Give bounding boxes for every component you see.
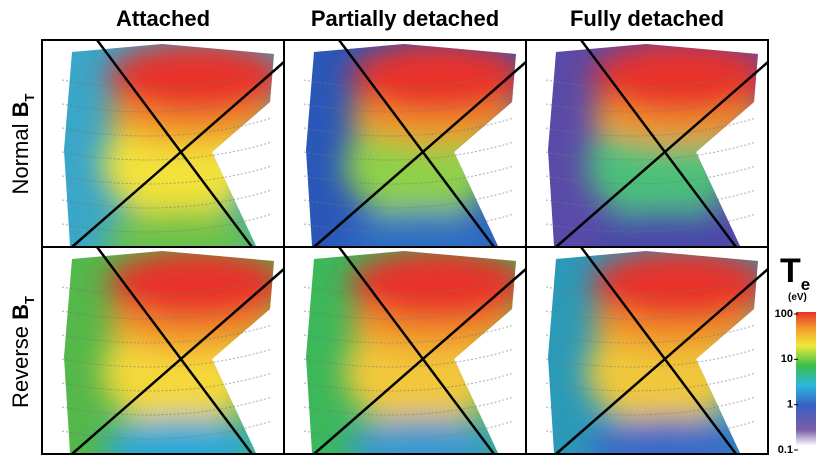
map-layers <box>586 251 758 453</box>
map-red <box>107 251 274 321</box>
separatrix <box>579 39 738 248</box>
row-subscript: T <box>22 94 37 102</box>
separatrix <box>555 61 769 248</box>
row-label: Normal BT <box>8 94 37 195</box>
map-bottom <box>102 210 262 246</box>
colorbar-tick-label: 10 <box>781 353 793 365</box>
separatrix <box>337 39 496 248</box>
panel <box>41 246 285 455</box>
column-title: Attached <box>116 6 210 31</box>
row-subscript: T <box>22 296 37 304</box>
row-symbol: B <box>8 304 33 320</box>
separatrix <box>579 246 738 455</box>
map-bottom <box>344 417 504 453</box>
map-layers <box>344 44 516 246</box>
map-red <box>349 251 516 321</box>
row-text: Normal <box>8 124 33 195</box>
map <box>306 251 516 453</box>
colorbar-tick-label: 1 <box>787 399 793 411</box>
map-red <box>591 251 758 321</box>
separatrix <box>71 268 285 455</box>
colorbar <box>796 312 816 446</box>
separatrix <box>71 61 285 248</box>
column-title: Fully detached <box>570 6 724 31</box>
row-label: Reverse BT <box>8 296 37 408</box>
map <box>64 251 274 453</box>
map <box>306 44 516 246</box>
map-red <box>349 44 516 114</box>
separatrix <box>337 246 496 455</box>
map-bottom <box>586 210 746 246</box>
colorbar-symbol-text: T <box>780 252 801 290</box>
map <box>548 251 758 453</box>
panel-frame <box>525 246 769 455</box>
separatrix <box>555 268 769 455</box>
map-red <box>107 44 274 114</box>
separatrix <box>313 61 527 248</box>
colorbar-tick-label: 100 <box>775 308 793 320</box>
row-text: Reverse <box>8 326 33 408</box>
colorbar-unit: (eV) <box>788 292 807 303</box>
map <box>548 44 758 246</box>
separatrix <box>313 268 527 455</box>
map-red <box>591 44 758 114</box>
map-layers <box>102 44 274 246</box>
colorbar-tick-label: 0.1 <box>778 444 793 456</box>
map-bottom <box>586 417 746 453</box>
map-layers <box>102 251 274 453</box>
panel <box>525 39 769 248</box>
map-layers <box>586 44 758 246</box>
map-layers <box>344 251 516 453</box>
panel <box>283 246 527 455</box>
panels <box>41 39 769 455</box>
map-bottom <box>102 417 262 453</box>
separatrix <box>95 39 254 248</box>
colorbar-subscript: e <box>801 275 810 294</box>
panel <box>283 39 527 248</box>
separatrix <box>95 246 254 455</box>
row-symbol: B <box>8 102 33 118</box>
colorbar-symbol: Te <box>780 252 810 294</box>
panel <box>525 246 769 455</box>
panel <box>41 39 285 248</box>
column-title: Partially detached <box>311 6 499 31</box>
map-bottom <box>344 210 504 246</box>
